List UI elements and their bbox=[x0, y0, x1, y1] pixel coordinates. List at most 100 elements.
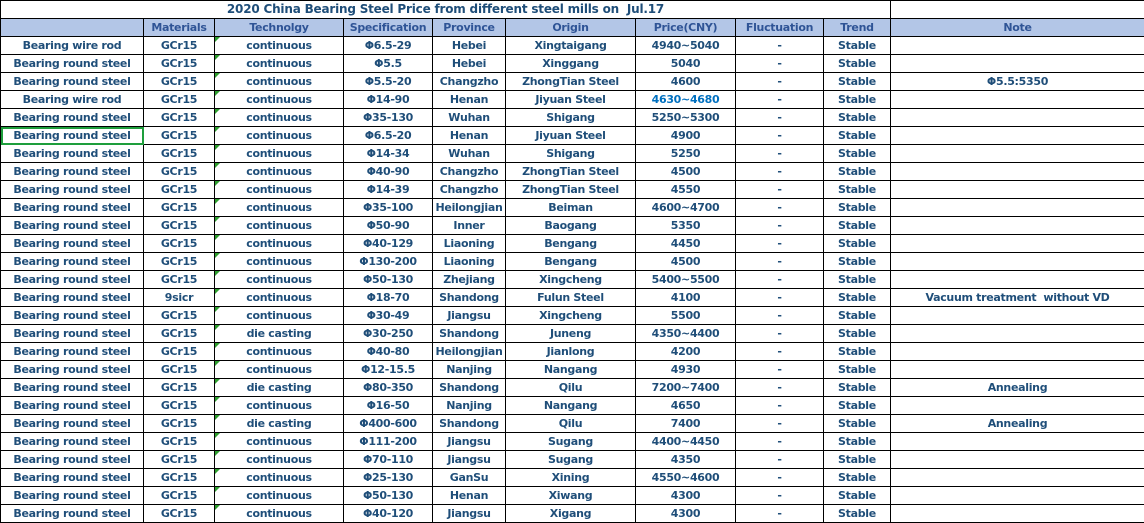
cell-price[interactable]: 5250~5300 bbox=[635, 108, 736, 127]
cell-origin[interactable]: Fulun Steel bbox=[505, 288, 636, 307]
cell-trend[interactable]: Stable bbox=[823, 144, 891, 163]
cell-technology[interactable]: continuous bbox=[214, 108, 344, 127]
cell-province[interactable]: Inner bbox=[432, 216, 506, 235]
cell-province[interactable]: Jiangsu bbox=[432, 504, 506, 523]
cell-materials[interactable]: GCr15 bbox=[143, 270, 215, 289]
cell-specification[interactable]: Φ14-34 bbox=[343, 144, 433, 163]
cell-origin[interactable]: Nangang bbox=[505, 396, 636, 415]
cell-technology[interactable]: continuous bbox=[214, 180, 344, 199]
column-header-note[interactable]: Note bbox=[890, 18, 1144, 37]
cell-price[interactable]: 4550~4600 bbox=[635, 468, 736, 487]
cell-origin[interactable]: ZhongTian Steel bbox=[505, 180, 636, 199]
cell-price[interactable]: 5350 bbox=[635, 216, 736, 235]
cell-product[interactable]: Bearing round steel bbox=[0, 288, 144, 307]
cell-specification[interactable]: Φ30-49 bbox=[343, 306, 433, 325]
cell-product[interactable]: Bearing round steel bbox=[0, 234, 144, 253]
cell-province[interactable]: Shandong bbox=[432, 324, 506, 343]
cell-specification[interactable]: Φ50-130 bbox=[343, 270, 433, 289]
cell-origin[interactable]: Shigang bbox=[505, 108, 636, 127]
cell-province[interactable]: Changzho bbox=[432, 72, 506, 91]
cell-note[interactable] bbox=[890, 450, 1144, 469]
cell-materials[interactable]: GCr15 bbox=[143, 378, 215, 397]
cell-price[interactable]: 4450 bbox=[635, 234, 736, 253]
cell-trend[interactable]: Stable bbox=[823, 180, 891, 199]
cell-note[interactable] bbox=[890, 306, 1144, 325]
cell-fluctuation[interactable]: - bbox=[735, 252, 824, 271]
cell-note[interactable] bbox=[890, 108, 1144, 127]
cell-price[interactable]: 4200 bbox=[635, 342, 736, 361]
cell-origin[interactable]: Xiwang bbox=[505, 486, 636, 505]
cell-fluctuation[interactable]: - bbox=[735, 36, 824, 55]
cell-fluctuation[interactable]: - bbox=[735, 72, 824, 91]
cell-price[interactable]: 4650 bbox=[635, 396, 736, 415]
cell-materials[interactable]: GCr15 bbox=[143, 432, 215, 451]
cell-price[interactable]: 4500 bbox=[635, 162, 736, 181]
cell-price[interactable]: 4350 bbox=[635, 450, 736, 469]
cell-trend[interactable]: Stable bbox=[823, 360, 891, 379]
cell-specification[interactable]: Φ40-80 bbox=[343, 342, 433, 361]
cell-province[interactable]: Jiangsu bbox=[432, 432, 506, 451]
cell-technology[interactable]: continuous bbox=[214, 144, 344, 163]
cell-product[interactable]: Bearing round steel bbox=[0, 486, 144, 505]
cell-materials[interactable]: GCr15 bbox=[143, 126, 215, 145]
cell-materials[interactable]: GCr15 bbox=[143, 324, 215, 343]
cell-origin[interactable]: Shigang bbox=[505, 144, 636, 163]
cell-materials[interactable]: GCr15 bbox=[143, 180, 215, 199]
cell-specification[interactable]: Φ50-130 bbox=[343, 486, 433, 505]
cell-price[interactable]: 4550 bbox=[635, 180, 736, 199]
cell-trend[interactable]: Stable bbox=[823, 504, 891, 523]
cell-price[interactable]: 4300 bbox=[635, 504, 736, 523]
cell-trend[interactable]: Stable bbox=[823, 378, 891, 397]
column-header-province[interactable]: Province bbox=[432, 18, 506, 37]
cell-product[interactable]: Bearing round steel bbox=[0, 504, 144, 523]
cell-trend[interactable]: Stable bbox=[823, 108, 891, 127]
cell-price[interactable]: 4100 bbox=[635, 288, 736, 307]
cell-trend[interactable]: Stable bbox=[823, 270, 891, 289]
cell-product[interactable]: Bearing round steel bbox=[0, 378, 144, 397]
cell-price[interactable]: 4400~4450 bbox=[635, 432, 736, 451]
column-header-specification[interactable]: Specification bbox=[343, 18, 433, 37]
cell-province[interactable]: Jiangsu bbox=[432, 450, 506, 469]
cell-specification[interactable]: Φ40-129 bbox=[343, 234, 433, 253]
cell-fluctuation[interactable]: - bbox=[735, 126, 824, 145]
cell-specification[interactable]: Φ12-15.5 bbox=[343, 360, 433, 379]
cell-product[interactable]: Bearing round steel bbox=[0, 144, 144, 163]
cell-fluctuation[interactable]: - bbox=[735, 216, 824, 235]
cell-materials[interactable]: GCr15 bbox=[143, 72, 215, 91]
cell-fluctuation[interactable]: - bbox=[735, 504, 824, 523]
cell-materials[interactable]: GCr15 bbox=[143, 342, 215, 361]
cell-technology[interactable]: continuous bbox=[214, 90, 344, 109]
cell-price[interactable]: 4900 bbox=[635, 126, 736, 145]
cell-specification[interactable]: Φ70-110 bbox=[343, 450, 433, 469]
cell-origin[interactable]: Jianlong bbox=[505, 342, 636, 361]
cell-product[interactable]: Bearing round steel bbox=[0, 450, 144, 469]
cell-note[interactable] bbox=[890, 342, 1144, 361]
cell-materials[interactable]: GCr15 bbox=[143, 504, 215, 523]
cell-materials[interactable]: GCr15 bbox=[143, 486, 215, 505]
cell-technology[interactable]: die casting bbox=[214, 324, 344, 343]
cell-province[interactable]: Henan bbox=[432, 486, 506, 505]
cell-province[interactable]: Nanjing bbox=[432, 396, 506, 415]
cell-price[interactable]: 4500 bbox=[635, 252, 736, 271]
cell-trend[interactable]: Stable bbox=[823, 54, 891, 73]
cell-province[interactable]: Wuhan bbox=[432, 144, 506, 163]
cell-price[interactable]: 4600~4700 bbox=[635, 198, 736, 217]
cell-origin[interactable]: Jiyuan Steel bbox=[505, 126, 636, 145]
cell-origin[interactable]: Jiyuan Steel bbox=[505, 90, 636, 109]
cell-specification[interactable]: Φ6.5-29 bbox=[343, 36, 433, 55]
column-header-price-cny-[interactable]: Price(CNY) bbox=[635, 18, 736, 37]
cell-note[interactable]: Φ5.5:5350 bbox=[890, 72, 1144, 91]
cell-trend[interactable]: Stable bbox=[823, 162, 891, 181]
cell-product[interactable]: Bearing round steel bbox=[0, 342, 144, 361]
cell-fluctuation[interactable]: - bbox=[735, 180, 824, 199]
cell-fluctuation[interactable]: - bbox=[735, 198, 824, 217]
cell-price[interactable]: 4630~4680 bbox=[635, 90, 736, 109]
cell-trend[interactable]: Stable bbox=[823, 36, 891, 55]
cell-technology[interactable]: continuous bbox=[214, 396, 344, 415]
cell-specification[interactable]: Φ16-50 bbox=[343, 396, 433, 415]
cell-technology[interactable]: continuous bbox=[214, 54, 344, 73]
cell-trend[interactable]: Stable bbox=[823, 432, 891, 451]
cell-price[interactable]: 7400 bbox=[635, 414, 736, 433]
cell-note[interactable] bbox=[890, 252, 1144, 271]
cell-technology[interactable]: continuous bbox=[214, 72, 344, 91]
